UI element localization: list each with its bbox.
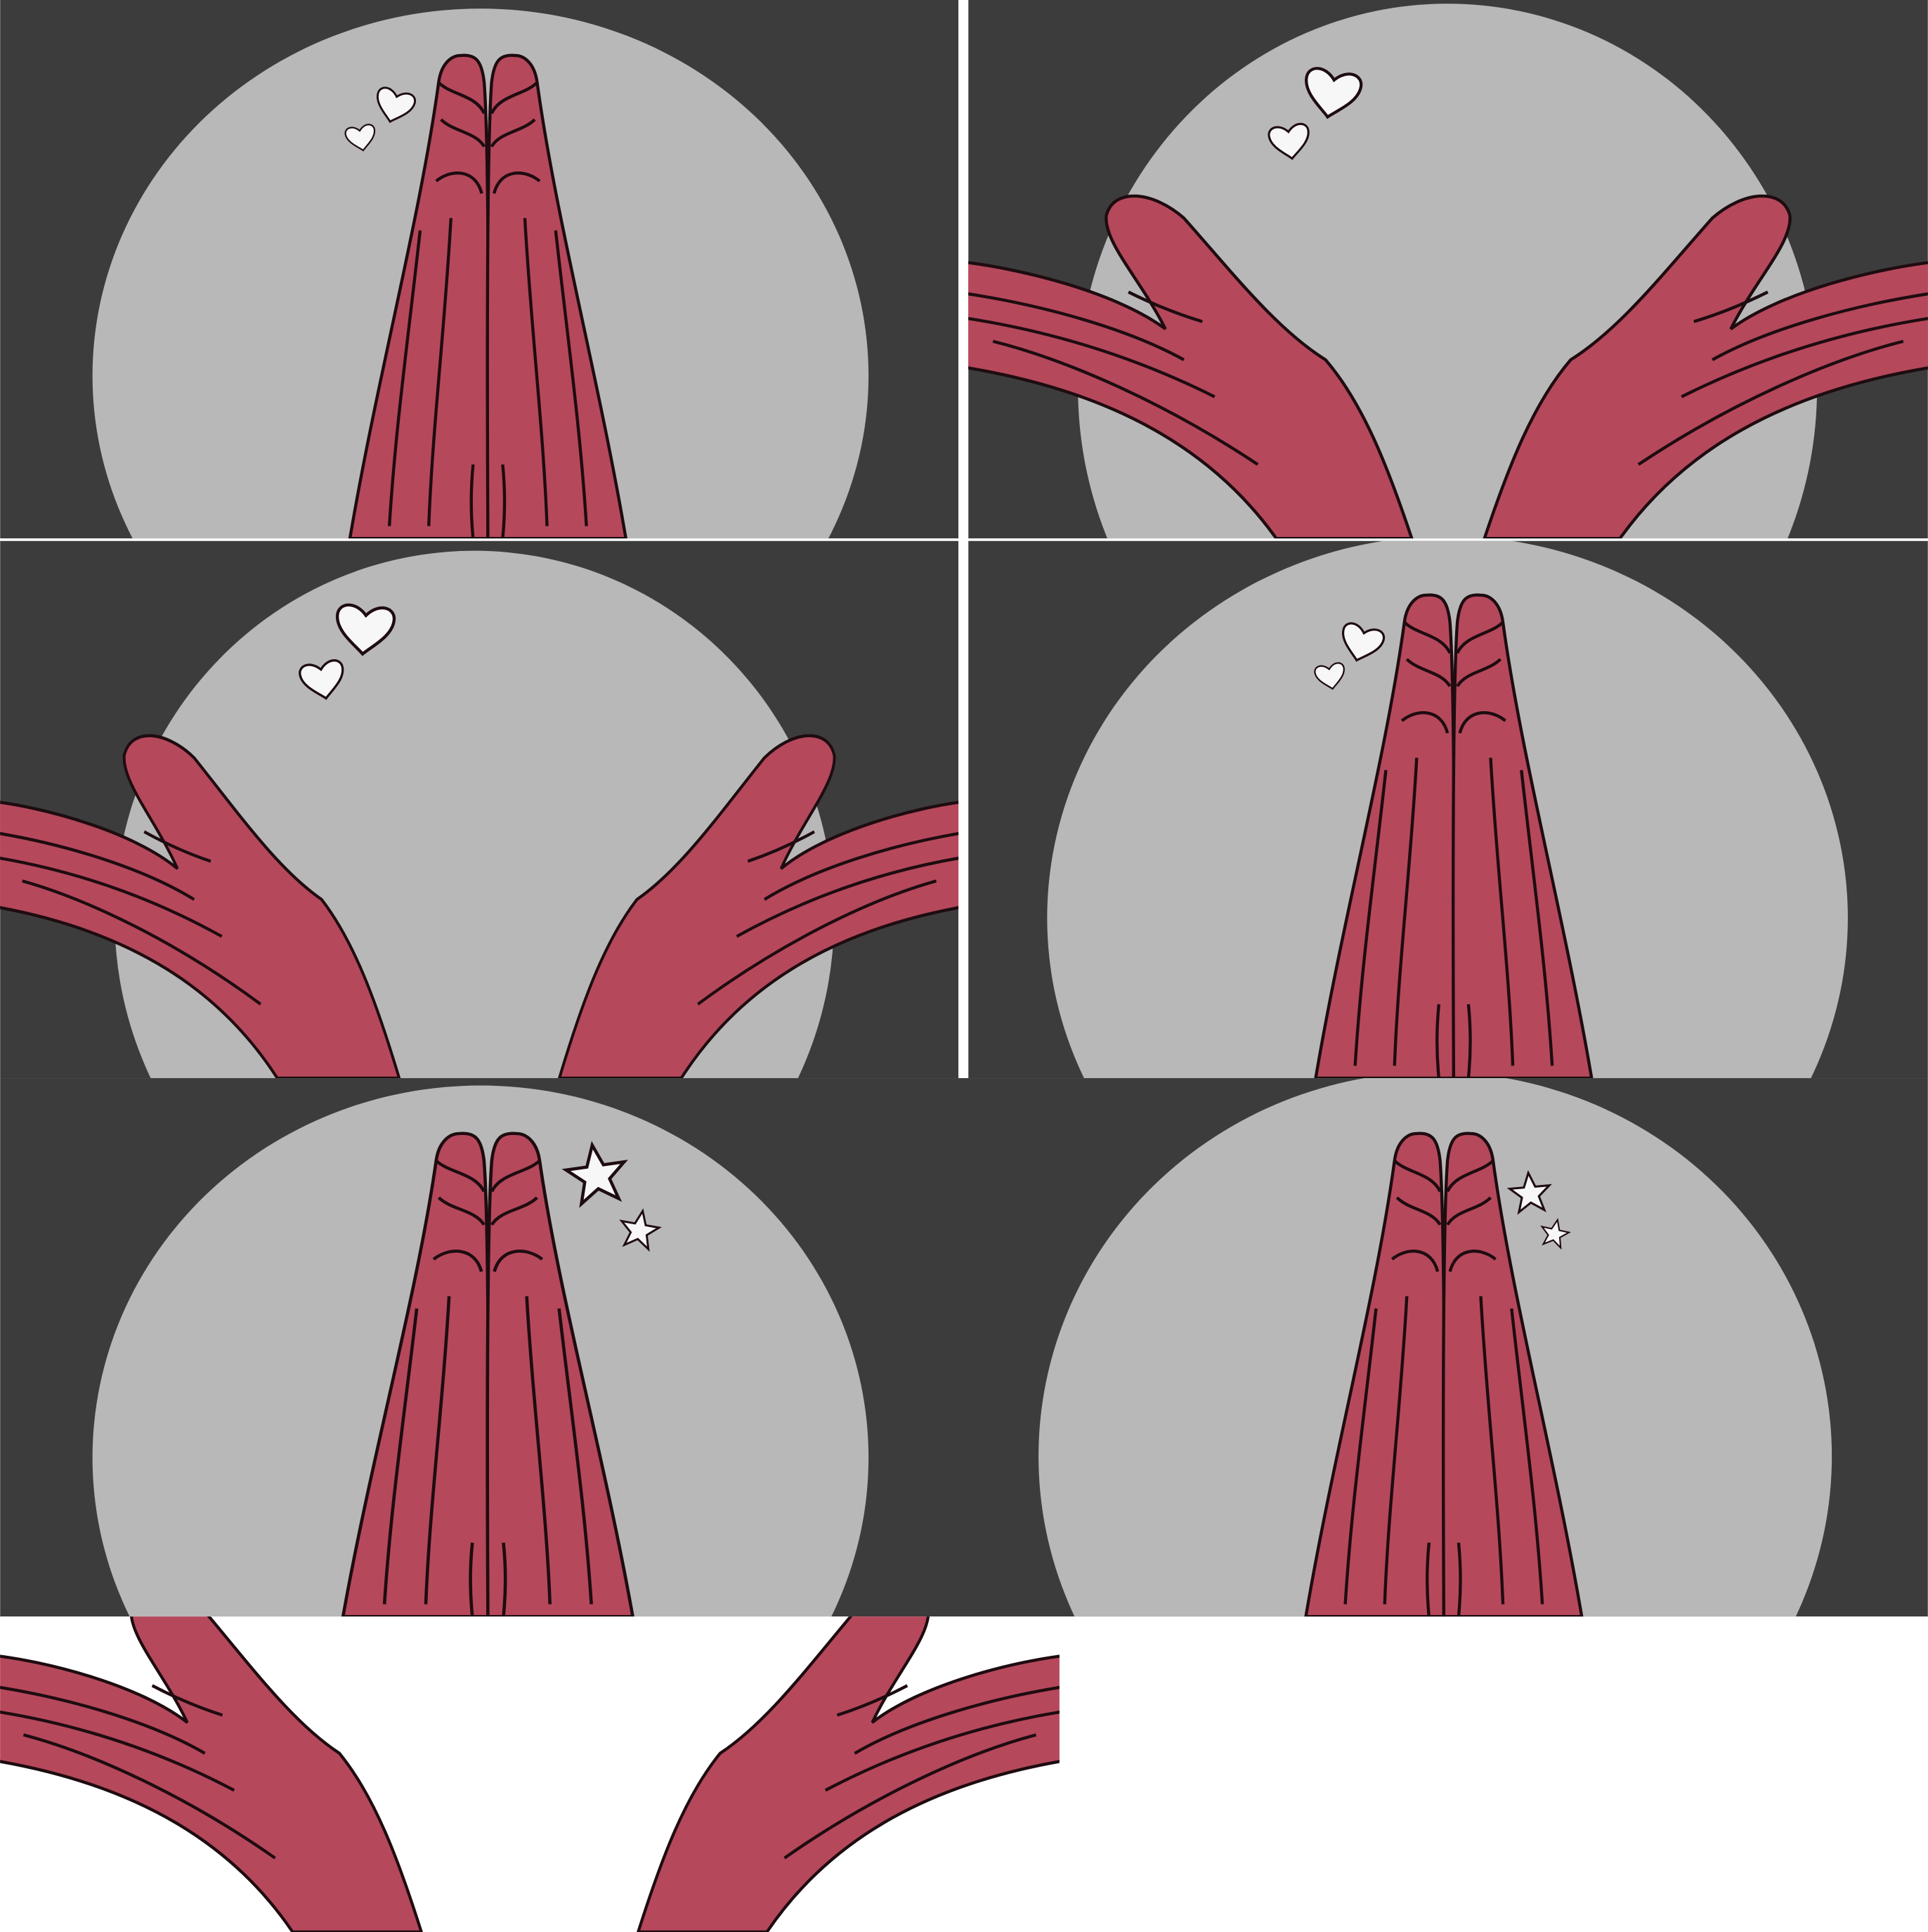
panel-praying-hands-stars-2 <box>960 1078 1928 1617</box>
panel-open-hands-hearts <box>968 0 1928 539</box>
panel-praying-hands-hearts-2 <box>968 540 1928 1079</box>
panel-open-hands-no-background <box>0 1616 1072 1932</box>
panel-praying-hands-hearts <box>0 0 959 539</box>
panel-praying-hands-stars <box>0 1078 964 1617</box>
panel-open-hands-hearts-2 <box>0 540 970 1079</box>
